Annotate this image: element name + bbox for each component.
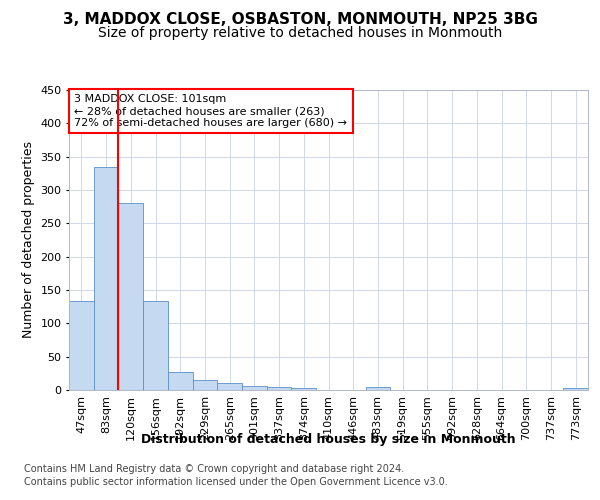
Bar bbox=[193, 380, 217, 390]
Text: Contains public sector information licensed under the Open Government Licence v3: Contains public sector information licen… bbox=[24, 477, 448, 487]
Text: Size of property relative to detached houses in Monmouth: Size of property relative to detached ho… bbox=[98, 26, 502, 40]
Bar bbox=[168, 372, 193, 390]
Bar bbox=[292, 388, 316, 390]
Y-axis label: Number of detached properties: Number of detached properties bbox=[22, 142, 35, 338]
Bar bbox=[143, 302, 168, 390]
Bar bbox=[563, 388, 588, 390]
Bar bbox=[69, 300, 94, 390]
Text: 3, MADDOX CLOSE, OSBASTON, MONMOUTH, NP25 3BG: 3, MADDOX CLOSE, OSBASTON, MONMOUTH, NP2… bbox=[62, 12, 538, 28]
Bar bbox=[267, 386, 292, 390]
Text: Distribution of detached houses by size in Monmouth: Distribution of detached houses by size … bbox=[142, 432, 516, 446]
Bar bbox=[242, 386, 267, 390]
Bar bbox=[118, 204, 143, 390]
Bar bbox=[217, 384, 242, 390]
Text: Contains HM Land Registry data © Crown copyright and database right 2024.: Contains HM Land Registry data © Crown c… bbox=[24, 464, 404, 474]
Bar bbox=[94, 166, 118, 390]
Bar bbox=[365, 388, 390, 390]
Text: 3 MADDOX CLOSE: 101sqm
← 28% of detached houses are smaller (263)
72% of semi-de: 3 MADDOX CLOSE: 101sqm ← 28% of detached… bbox=[74, 94, 347, 128]
